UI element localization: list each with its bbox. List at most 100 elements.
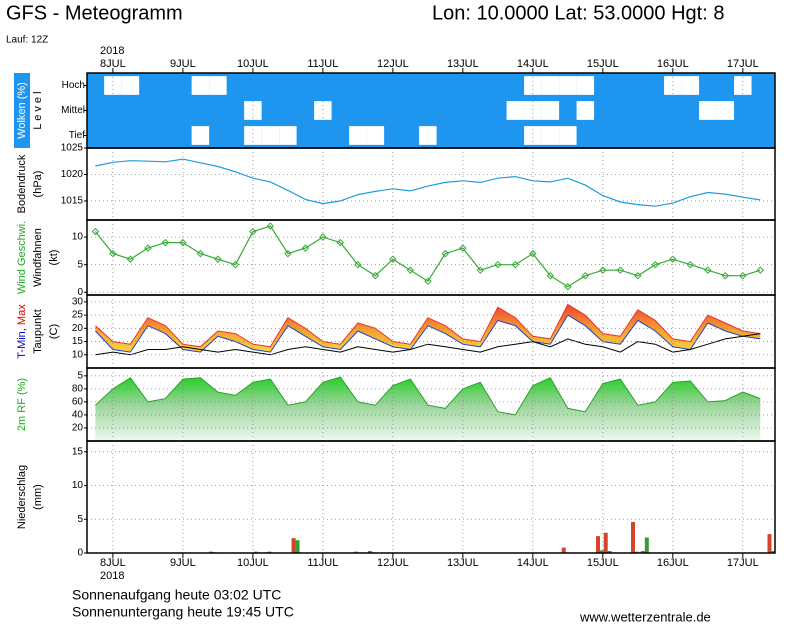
marker [476,266,485,274]
marker [564,283,572,291]
panel-label-part: Bodendruck [16,154,28,213]
title: GFS - Meteogramm [6,2,183,24]
bar [607,550,612,553]
y-tick-label: 5 [77,514,83,525]
panel-label: T-Min, Max [16,304,28,359]
cloud-gap [524,126,542,145]
date-label-top: 9JUL [170,58,196,70]
marker [686,260,695,269]
line [94,225,761,288]
y-tick-label: 1015 [61,196,84,207]
bar [771,550,776,553]
panel-label: L e v e l [32,91,44,129]
panel-border [86,440,776,554]
date-label-top: 10JUL [237,58,269,70]
cloud-gap [419,126,437,145]
marker [179,238,187,247]
marker [599,266,607,274]
sunrise: Sonnenaufgang heute 03:02 UTC [72,587,281,603]
marker [91,227,100,236]
panel-label: Wolken (%) [16,82,28,139]
date-label-top: 12JUL [377,58,409,70]
marker [214,255,222,263]
y-tick-label: 10 [72,480,84,491]
bar [291,538,296,553]
date-label-bottom: 8JUL [100,557,126,569]
cloud-gap [244,101,262,120]
sunset: Sonnenuntergang heute 19:45 UTC [72,604,294,620]
line [95,376,761,416]
cloud-gap [699,101,717,120]
source: www.wetterzentrale.de [579,609,711,624]
date-label-top: 17JUL [727,58,759,70]
cloud-gap [576,76,595,95]
panel-label-part: Taupunkt [32,309,44,354]
bar [600,550,605,553]
cloud-gap [349,126,367,145]
marker [651,260,660,269]
marker [231,260,240,269]
date-label-bottom: 14JUL [517,557,549,569]
panel-label: Taupunkt [32,309,44,354]
y-tick-label: 1025 [61,143,84,154]
panel-label-part: T-Min, [16,328,28,359]
cloud-gap [121,76,140,95]
run: Lauf: 12Z [6,35,48,46]
y-tick-label: 40 [72,410,84,421]
date-label-bottom: 15JUL [587,557,619,569]
marker [161,238,170,247]
cloud-gap [261,126,280,145]
marker [301,244,310,252]
marker [284,249,292,258]
panel-label-part: (kt) [48,250,60,266]
y-tick-label: 5 [77,259,83,270]
panel-label: Wind Geschwi. [16,221,28,294]
marker [459,244,467,252]
cloud-gap [559,76,577,95]
bar [631,521,636,553]
cloud-gap [506,101,525,120]
bar [561,547,566,553]
date-label-top: 15JUL [587,58,619,70]
bar [767,534,772,553]
y-tick-label: 60 [72,397,84,408]
bar [367,550,372,553]
panel-label-part: (mm) [32,484,44,510]
panel-border [86,147,776,221]
marker [126,255,135,263]
marker [371,271,380,280]
marker [704,266,712,274]
date-label-bottom: 16JUL [657,557,689,569]
y-tick-label: 20 [72,423,84,434]
marker [511,260,520,269]
marker [721,271,730,280]
panel-label: (mm) [32,484,44,510]
y-tick-label: 10 [72,349,84,360]
bar [644,537,649,553]
panel-label-part: L e v e l [32,91,44,129]
date-label-top: 8JUL [100,58,126,70]
panel-label-part: 2m RF (%) [16,378,28,431]
cloud-gap [191,126,210,145]
marker [144,244,152,252]
panel-label: (C) [48,324,60,339]
marker [441,249,450,258]
marker [756,266,765,274]
date-label-top: 14JUL [517,58,549,70]
cloud-gap [279,126,297,145]
cloud-gap [681,76,700,95]
cloud-gap [209,76,227,95]
location: Lon: 10.0000 Lat: 53.0000 Hgt: 8 [432,2,724,24]
y-tick-label: 5 [77,370,83,381]
marker [354,260,362,269]
date-label-bottom: 10JUL [237,557,269,569]
marker [196,249,205,258]
panel-label: 2m RF (%) [16,378,28,431]
area [95,377,761,441]
line [95,314,761,353]
date-label-top: 13JUL [447,58,479,70]
y-tick-label: 80 [72,383,84,394]
panel-label-part: Wolken (%) [16,82,28,139]
cloud-gap [524,101,542,120]
panel-label-part: Windfahnen [32,228,44,287]
